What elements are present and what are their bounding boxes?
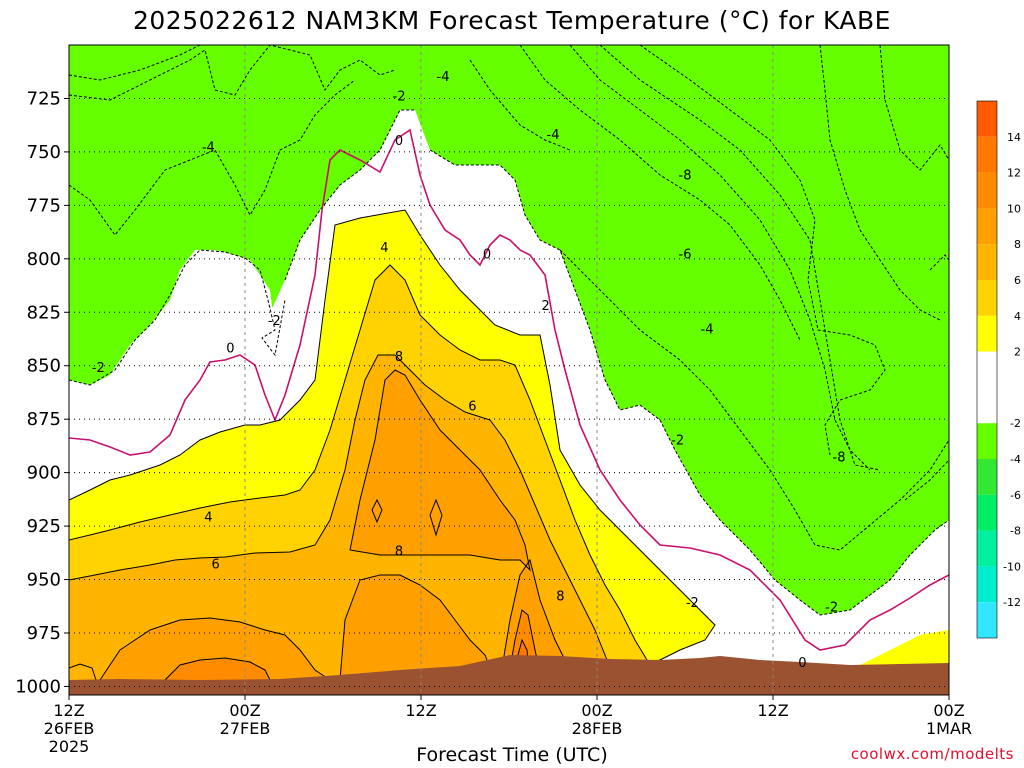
colorbar-frame [976, 100, 998, 639]
colorbar-label: 12 [1007, 167, 1021, 180]
x-tick-label2: 26FEB [44, 719, 95, 738]
y-tick-label: 825 [27, 302, 61, 323]
contour-label: 6 [468, 399, 476, 414]
y-tick-label: 900 [27, 463, 61, 484]
colorbar-label: 14 [1007, 131, 1021, 144]
x-tick-label3: 2025 [49, 737, 90, 756]
y-tick-label: 850 [27, 356, 61, 377]
y-tick-label: 800 [27, 249, 61, 270]
plot-frame [68, 44, 950, 696]
grid-lines [69, 45, 949, 695]
colorbar-label: 6 [1014, 274, 1021, 287]
contour-label: -8 [833, 451, 846, 466]
colorbar-swatch [977, 494, 997, 531]
colorbar-swatch [977, 423, 997, 459]
freezing-line [69, 128, 949, 651]
x-tick-label1: 00Z [229, 701, 260, 720]
colorbar-label: -10 [1003, 560, 1021, 573]
x-tick-label1: 12Z [405, 701, 436, 720]
x-tick-label2: 27FEB [220, 719, 271, 738]
y-tick-label: 775 [27, 195, 61, 216]
band-warm-8 [100, 370, 575, 680]
contour-label: -2 [825, 600, 838, 615]
colorbar-swatch [977, 315, 997, 352]
ground-terrain [69, 655, 949, 695]
chart-title: 2025022612 NAM3KM Forecast Temperature (… [133, 6, 891, 35]
y-tick-label: 750 [27, 142, 61, 163]
colorbar-label: -4 [1010, 453, 1021, 466]
x-tick-label1: 12Z [53, 701, 84, 720]
contour-label: -2 [92, 361, 105, 376]
contour-label: -8 [679, 168, 692, 183]
contour-label: -4 [202, 141, 215, 156]
colorbar-label: -12 [1003, 596, 1021, 609]
contour-label: -2 [393, 89, 406, 104]
y-tick-label: 975 [27, 623, 61, 644]
colorbar-swatch [977, 602, 997, 638]
contour-label: 0 [483, 248, 491, 263]
contour-label: -2 [268, 314, 281, 329]
contour-label: -4 [437, 70, 450, 85]
colorbar-swatch [977, 566, 997, 603]
y-tick-label: 1000 [15, 676, 61, 697]
contour-label: 8 [395, 350, 403, 365]
contour-label: 2 [542, 299, 550, 314]
plot-area [69, 45, 949, 695]
colorbar-swatch [977, 280, 997, 316]
colorbar-swatch [977, 136, 997, 173]
x-tick-label2: 1MAR [926, 719, 972, 738]
contour-label: -4 [701, 322, 714, 337]
x-tick-label1: 12Z [757, 701, 788, 720]
contour-label: -6 [679, 248, 692, 263]
credit-text: coolwx.com/modelts [850, 745, 1014, 763]
y-axis: 725 750 775 800 825 850 875 900 925 950 975 1000 [15, 88, 69, 697]
x-axis-title: Forecast Time (UTC) [416, 744, 608, 766]
colorbar-label: -8 [1010, 525, 1021, 538]
y-tick-label: 875 [27, 409, 61, 430]
contour-label: -2 [671, 434, 684, 449]
colorbar-swatch [977, 101, 997, 137]
colorbar-label: 8 [1014, 238, 1021, 251]
contour-label: 6 [212, 558, 220, 573]
band-warm-6 [69, 355, 615, 680]
contour-label: 0 [798, 656, 806, 671]
colorbar-swatch [977, 459, 997, 495]
colorbar-swatch [977, 530, 997, 567]
colorbar-label: 10 [1007, 202, 1021, 215]
y-tick-label: 950 [27, 570, 61, 591]
band-warm-10 [165, 610, 542, 680]
x-tick-label1: 00Z [933, 701, 964, 720]
x-tick-label2: 28FEB [572, 719, 623, 738]
contour-label: 0 [395, 134, 403, 149]
contour-label: -4 [547, 128, 560, 143]
contour-label: -2 [686, 596, 699, 611]
colorbar-label: 2 [1014, 346, 1021, 359]
colorbar-swatch [977, 351, 997, 424]
contour-labels: -4 -2 0 -4 -4 -8 4 0 -6 2 -2 -4 0 8 -2 6 -2 -8 4 8 6 8 -2 -2 0 [92, 70, 846, 671]
y-tick-label: 725 [27, 88, 61, 109]
contour-label: 8 [395, 545, 403, 560]
contour-label: 4 [204, 511, 212, 526]
colorbar: 14 12 10 8 6 4 2 -2 -4 -6 -8 -10 -12 [976, 100, 1021, 639]
contour-label: 0 [226, 342, 234, 357]
contour-label: 8 [556, 590, 564, 605]
colorbar-label: -2 [1010, 417, 1021, 430]
y-tick-label: 925 [27, 516, 61, 537]
contour-label: 4 [380, 241, 388, 256]
x-tick-label1: 00Z [581, 701, 612, 720]
colorbar-label: -6 [1010, 489, 1021, 502]
colorbar-swatch [977, 244, 997, 280]
dashed-contours [69, 45, 949, 616]
colorbar-swatch [977, 208, 997, 245]
colorbar-swatch [977, 172, 997, 209]
colorbar-label: 4 [1014, 310, 1021, 323]
